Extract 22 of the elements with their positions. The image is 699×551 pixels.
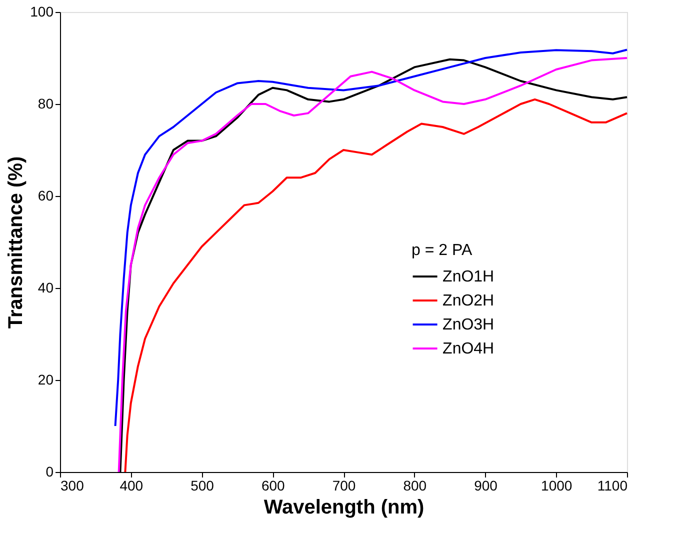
x-tick-label: 1100 [597,478,628,494]
x-tick-label: 700 [332,478,356,494]
y-tick-label: 0 [46,464,54,480]
x-tick-label: 600 [261,478,286,494]
y-tick-label: 40 [38,280,54,296]
x-tick-label: 500 [190,478,214,494]
legend-label: ZnO1H [442,268,494,286]
y-tick-label: 20 [38,372,54,388]
legend-label: ZnO3H [442,316,494,334]
legend-label: ZnO2H [442,292,494,310]
x-tick-label: 300 [60,478,84,494]
x-tick-label: 900 [474,478,498,494]
legend-title: p = 2 PA [412,242,472,259]
x-tick-label: 400 [120,478,144,494]
x-tick-label: 800 [403,478,427,494]
y-tick-label: 80 [38,96,54,112]
legend-label: ZnO4H [442,340,494,358]
x-axis-title: Wavelength (nm) [264,496,424,518]
x-tick-label: 1000 [541,478,572,494]
y-axis-title: Transmittance (%) [5,156,28,329]
y-tick-label: 100 [30,4,54,20]
y-tick-label: 60 [38,188,54,204]
